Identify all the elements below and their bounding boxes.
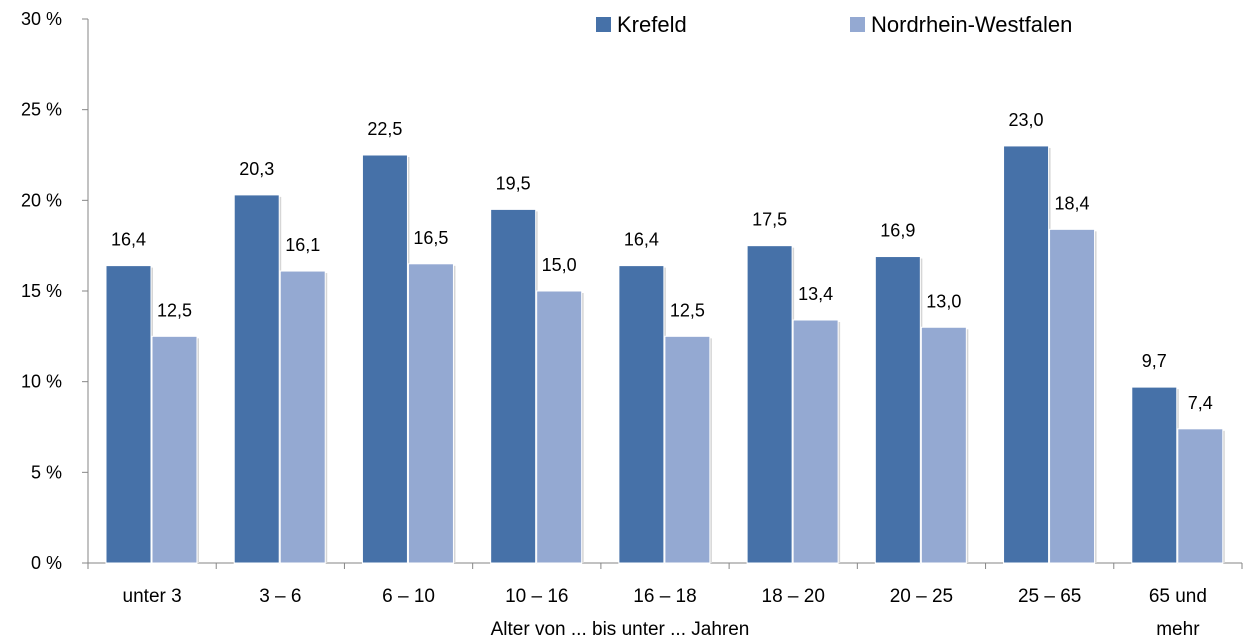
bar-series-b (407, 263, 454, 564)
data-label: 13,4 (798, 284, 833, 304)
y-tick-label-4: 20 % (21, 190, 62, 210)
data-label: 16,5 (413, 228, 448, 248)
bar-series-a (874, 256, 921, 564)
y-tick-label-1: 5 % (31, 462, 62, 482)
bar-series-a (233, 194, 280, 564)
data-label: 16,9 (880, 221, 915, 241)
y-tick-label-3: 15 % (21, 281, 62, 301)
x-axis-title: Alter von ... bis unter ... Jahren (491, 619, 750, 640)
x-category-label: 10 – 16 (505, 586, 568, 607)
bar-series-a (1131, 386, 1178, 564)
x-category-label: 20 – 25 (890, 586, 953, 607)
bar-series-a (618, 265, 665, 564)
bar-series-b (664, 335, 711, 564)
y-tick-label-0: 0 % (31, 553, 62, 573)
legend-swatch (596, 17, 611, 32)
bar-series-b (279, 270, 326, 564)
bar-series-b (1049, 228, 1096, 564)
bar-series-a (746, 245, 793, 564)
data-label: 12,5 (157, 300, 192, 320)
x-category-label: 65 und (1149, 586, 1207, 607)
data-label: 7,4 (1188, 393, 1213, 413)
data-label: 16,1 (285, 235, 320, 255)
data-label: 22,5 (367, 119, 402, 139)
data-label: 16,4 (624, 230, 659, 250)
bar-series-a (361, 154, 408, 564)
data-label: 13,0 (926, 291, 961, 311)
data-label: 18,4 (1055, 193, 1090, 213)
data-label: 19,5 (496, 173, 531, 193)
bar-series-b (1177, 428, 1224, 564)
x-category-label: 18 – 20 (762, 586, 825, 607)
x-category-label: unter 3 (123, 586, 182, 607)
y-tick-label-6: 30 % (21, 9, 62, 29)
bar-series-b (536, 290, 583, 564)
data-label: 12,5 (670, 300, 705, 320)
bar-series-a (105, 265, 152, 564)
data-label: 23,0 (1009, 110, 1044, 130)
x-category-label: mehr (1156, 619, 1200, 640)
legend-label: Krefeld (617, 12, 687, 37)
bar-series-b (151, 335, 198, 564)
x-category-label: 3 – 6 (259, 586, 301, 607)
bar-series-b (920, 326, 967, 564)
data-label: 20,3 (239, 159, 274, 179)
data-label: 16,4 (111, 230, 146, 250)
data-label: 15,0 (542, 255, 577, 275)
bar-series-a (1003, 145, 1050, 564)
data-label: 9,7 (1142, 351, 1167, 371)
y-tick-label-2: 10 % (21, 372, 62, 392)
y-tick-label-5: 25 % (21, 100, 62, 120)
data-label: 17,5 (752, 210, 787, 230)
bar-series-a (490, 208, 537, 564)
x-category-label: 6 – 10 (382, 586, 435, 607)
legend-label: Nordrhein-Westfalen (871, 12, 1072, 37)
legend-swatch (850, 17, 865, 32)
bar-series-b (792, 319, 839, 564)
x-category-label: 25 – 65 (1018, 586, 1081, 607)
x-category-label: 16 – 18 (633, 586, 696, 607)
